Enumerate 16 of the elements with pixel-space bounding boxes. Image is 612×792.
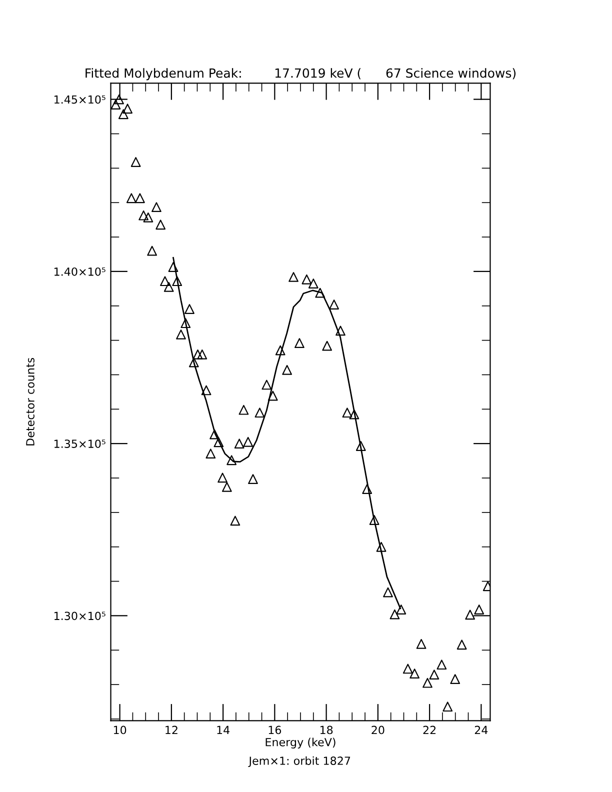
x-tick-label: 10 [114,726,126,734]
x-tick-label: 20 [372,726,384,734]
x-tick-label: 14 [217,726,230,734]
y-tick-label: 1.45×10⁵ [54,95,106,104]
y-tick-label: 1.40×10⁵ [54,267,106,276]
x-axis-title: Energy (keV) [266,738,336,748]
y-axis-title: Detector counts [26,358,34,446]
chart-title: Fitted Molybdenum Peak: 17.7019 keV ( 67 Science windows) [86,68,516,80]
x-tick-label: 12 [166,726,178,734]
text: Jem×1: orbit 1827 [248,756,350,768]
x-tick-label: 22 [423,726,436,734]
x-tick-label: 16 [268,726,282,734]
y-tick-label: 1.30×10⁵ [54,612,106,620]
x-tick-label: 18 [320,726,333,734]
x-tick-label: 24 [474,726,488,734]
y-tick-label: 1.35×10⁵ [54,440,106,448]
